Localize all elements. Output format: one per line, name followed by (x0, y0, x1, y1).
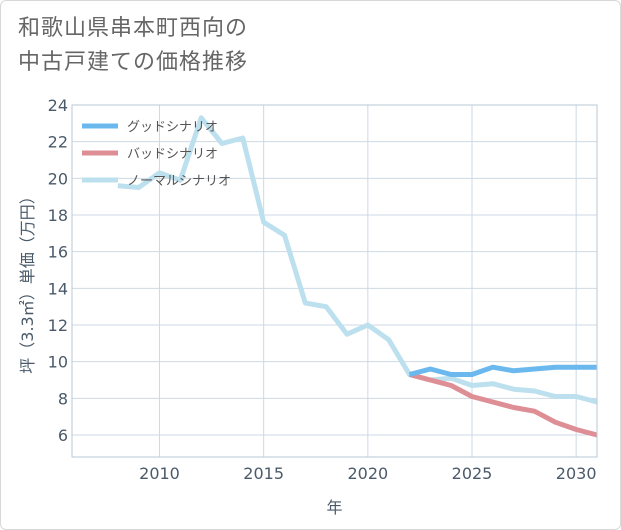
legend-label: ノーマルシナリオ (127, 174, 231, 189)
y-tick-label: 12 (48, 316, 68, 335)
legend-label: バッドシナリオ (127, 147, 218, 162)
x-tick-label: 2015 (243, 464, 284, 483)
plot-border (71, 104, 598, 458)
y-tick-label: 10 (48, 353, 68, 372)
y-axis-title: 坪（3.3㎡）単価（万円） (18, 188, 37, 373)
y-tick-label: 14 (48, 279, 68, 298)
y-tick-label: 16 (48, 243, 68, 262)
series-line (117, 115, 598, 405)
page-title: 和歌山県串本町西向の 中古戸建ての価格推移 (18, 12, 248, 80)
x-tick-label: 2010 (139, 464, 180, 483)
axes (71, 104, 598, 458)
series-lines (117, 115, 598, 438)
y-tick-label: 22 (48, 133, 68, 152)
series-line (408, 372, 598, 438)
x-axis-title: 年 (326, 498, 342, 517)
title-line-1: 和歌山県串本町西向の (18, 16, 249, 41)
tick-labels: 2010 2015 2020 2025 2030 6 8 10 12 14 16 18 20 22 24 (48, 96, 597, 483)
x-tick-label: 2025 (452, 464, 493, 483)
x-tick-label: 2020 (347, 464, 388, 483)
legend-label: グッドシナリオ (127, 120, 218, 135)
y-tick-label: 20 (48, 169, 68, 188)
title-line-2: 中古戸建ての価格推移 (18, 50, 249, 75)
grid (72, 104, 597, 457)
y-tick-label: 6 (58, 426, 68, 445)
series-line (408, 364, 597, 377)
y-tick-label: 18 (48, 206, 68, 225)
y-tick-label: 24 (48, 96, 68, 115)
y-tick-label: 8 (58, 389, 68, 408)
x-tick-label: 2030 (556, 464, 597, 483)
